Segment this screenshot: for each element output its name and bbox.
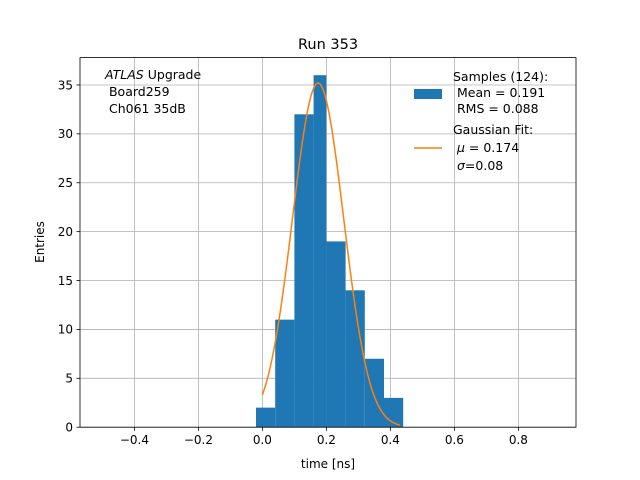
legend: Samples (124): Mean = 0.191 RMS = 0.088 … (414, 69, 548, 173)
histogram-bar (364, 358, 384, 428)
legend-fit-mu: μ = 0.174 (453, 140, 519, 155)
y-tick-label: 5 (65, 372, 73, 386)
annotation-line-2: Board259 (105, 84, 170, 99)
annotation-board: Board259 (109, 84, 170, 99)
x-tick-label: −0.4 (120, 433, 149, 447)
legend-samples-swatch (414, 89, 442, 99)
x-tick-label: 0.6 (445, 433, 464, 447)
histogram-bar (294, 114, 314, 428)
legend-fit-sigma-value: =0.08 (465, 158, 503, 173)
histogram-bars (256, 75, 404, 428)
y-tick-label: 10 (58, 323, 73, 337)
histogram-bar (313, 75, 327, 428)
mu-symbol: μ (456, 140, 465, 155)
annotation-upgrade: Upgrade (148, 67, 202, 82)
x-tick-label: 0.4 (381, 433, 400, 447)
x-tick-label: 0.8 (509, 433, 528, 447)
y-axis-ticks: 0 5 10 15 20 25 30 35 (58, 78, 80, 435)
legend-samples-mean: Mean = 0.191 (453, 85, 545, 100)
x-tick-label: −0.2 (184, 433, 213, 447)
gaussian-fit-curve (261, 82, 401, 426)
annotation-channel: Ch061 35dB (109, 101, 186, 116)
y-tick-label: 35 (58, 78, 73, 92)
chart-title: Run 353 (298, 37, 358, 53)
histogram-bar (256, 407, 276, 428)
legend-samples-rms: RMS = 0.088 (453, 101, 539, 116)
y-tick-label: 15 (58, 274, 73, 288)
histogram-bar (326, 241, 346, 428)
legend-fit-title: Gaussian Fit: (453, 122, 533, 137)
y-tick-label: 25 (58, 176, 73, 190)
legend-fit-mu-value: = 0.174 (465, 140, 519, 155)
y-tick-label: 0 (65, 421, 73, 435)
legend-samples-title: Samples (124): (453, 69, 548, 84)
plot-frame (79, 57, 577, 428)
atlas-annotation: ATLAS Upgrade Board259 Ch061 35dB (104, 67, 201, 116)
x-axis-label: time [ns] (301, 457, 355, 471)
annotation-italic-prefix: ATLAS (104, 67, 144, 82)
annotation-line-3: Ch061 35dB (105, 101, 186, 116)
x-axis-ticks: −0.4 −0.2 0.0 0.2 0.4 0.6 0.8 (120, 427, 528, 447)
sigma-symbol: σ (457, 158, 466, 173)
x-tick-label: 0.0 (253, 433, 272, 447)
y-axis-label: Entries (33, 221, 47, 263)
histogram-bar (275, 319, 295, 428)
y-tick-label: 30 (58, 127, 73, 141)
legend-fit-sigma: σ=0.08 (453, 158, 503, 173)
y-tick-label: 20 (58, 225, 73, 239)
x-tick-label: 0.2 (317, 433, 336, 447)
annotation-line-1: ATLAS Upgrade (104, 67, 201, 82)
histogram-bar (345, 290, 365, 428)
